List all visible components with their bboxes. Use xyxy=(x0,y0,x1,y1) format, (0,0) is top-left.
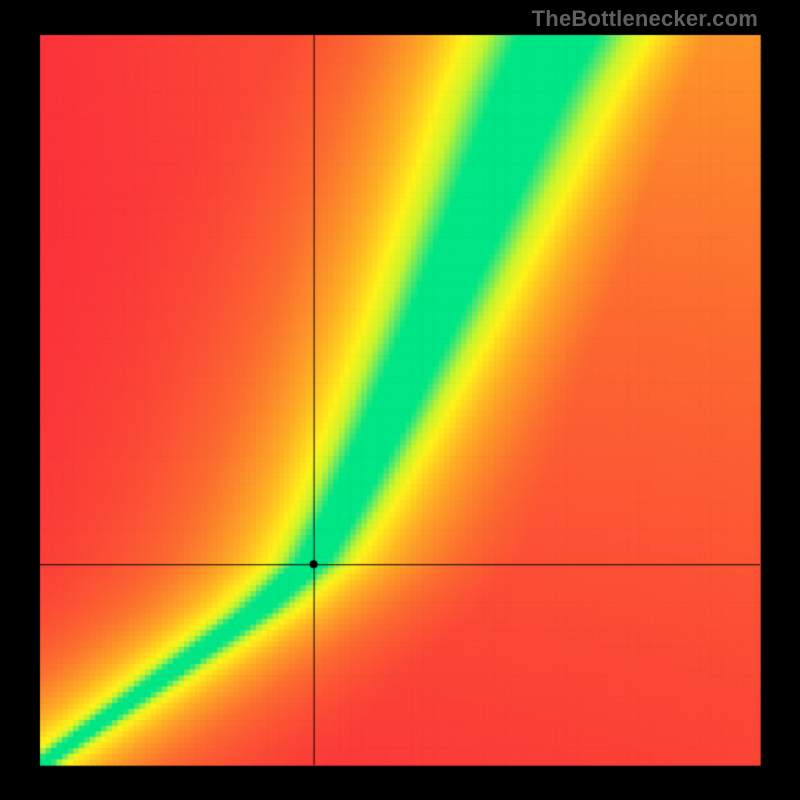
heatmap-canvas xyxy=(0,0,800,800)
watermark: TheBottlenecker.com xyxy=(532,6,758,32)
chart-container: TheBottlenecker.com xyxy=(0,0,800,800)
